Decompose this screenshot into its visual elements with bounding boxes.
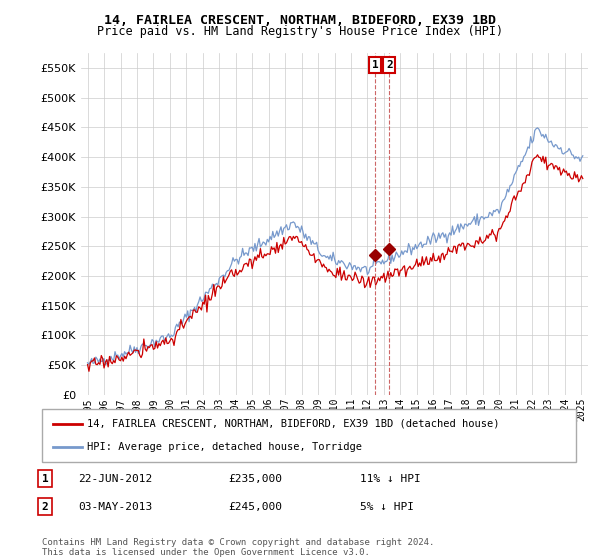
Text: 11% ↓ HPI: 11% ↓ HPI [360,474,421,484]
Text: HPI: Average price, detached house, Torridge: HPI: Average price, detached house, Torr… [88,442,362,452]
Text: 1: 1 [372,60,379,70]
Text: 5% ↓ HPI: 5% ↓ HPI [360,502,414,512]
Text: Contains HM Land Registry data © Crown copyright and database right 2024.
This d: Contains HM Land Registry data © Crown c… [42,538,434,557]
Text: 2: 2 [386,60,392,70]
Text: 14, FAIRLEA CRESCENT, NORTHAM, BIDEFORD, EX39 1BD: 14, FAIRLEA CRESCENT, NORTHAM, BIDEFORD,… [104,14,496,27]
FancyBboxPatch shape [42,409,576,462]
Text: £235,000: £235,000 [228,474,282,484]
Text: 1: 1 [41,474,49,484]
Text: 22-JUN-2012: 22-JUN-2012 [78,474,152,484]
Text: 2: 2 [41,502,49,512]
Text: 14, FAIRLEA CRESCENT, NORTHAM, BIDEFORD, EX39 1BD (detached house): 14, FAIRLEA CRESCENT, NORTHAM, BIDEFORD,… [88,419,500,429]
Text: 03-MAY-2013: 03-MAY-2013 [78,502,152,512]
Text: £245,000: £245,000 [228,502,282,512]
Text: Price paid vs. HM Land Registry's House Price Index (HPI): Price paid vs. HM Land Registry's House … [97,25,503,38]
